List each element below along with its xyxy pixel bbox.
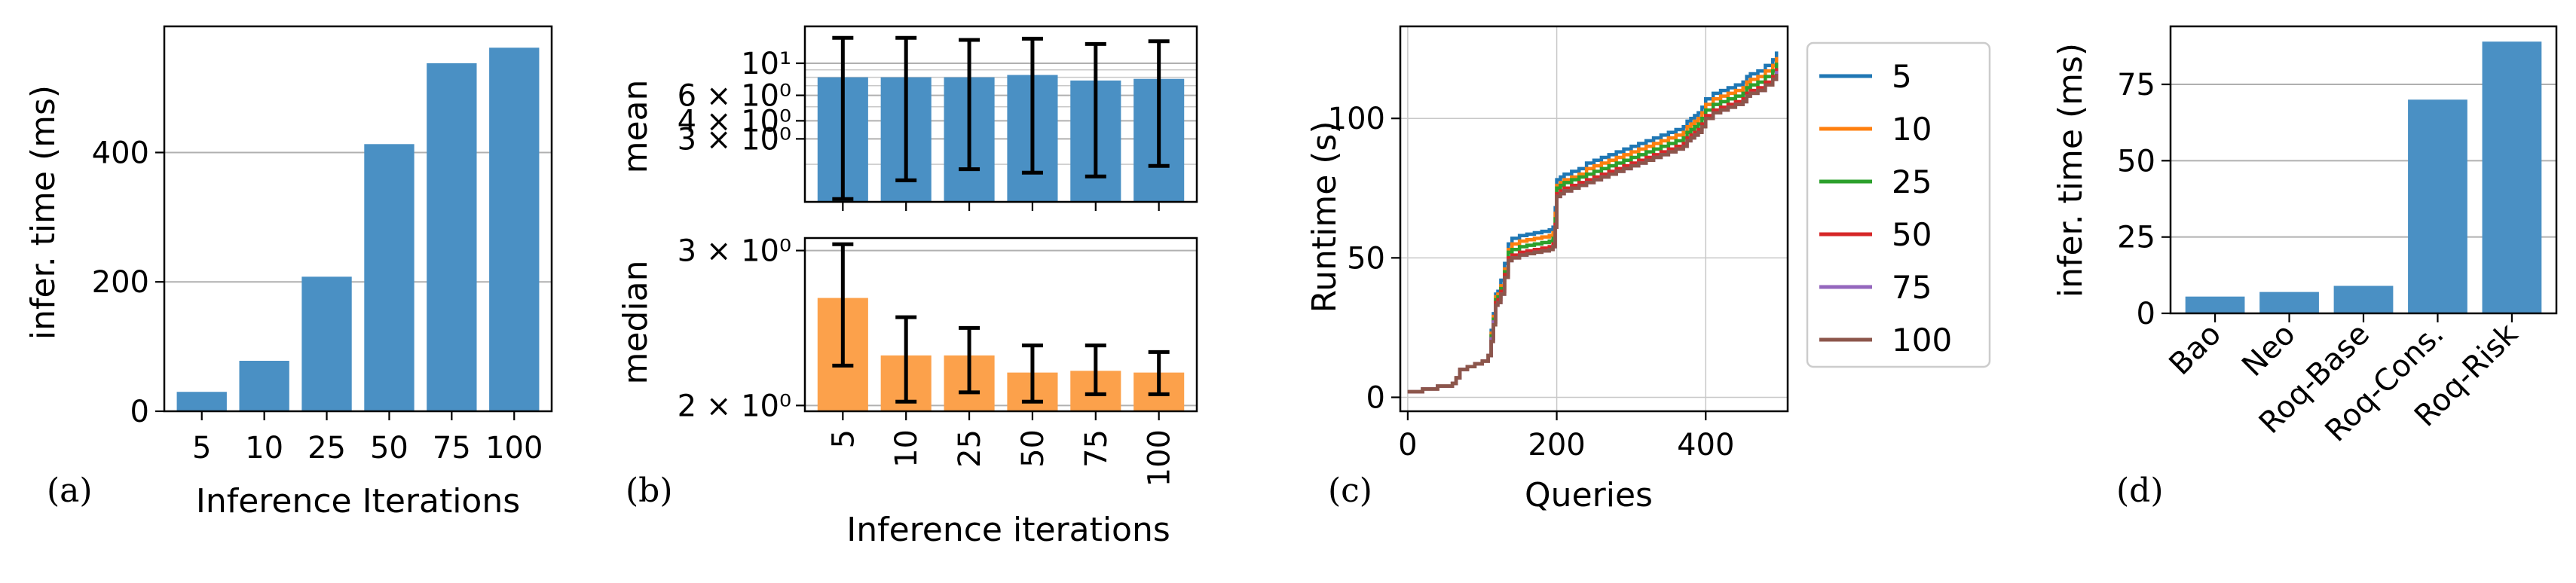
a-bar-5 xyxy=(176,392,227,411)
d-y-tick-label: 75 xyxy=(2117,68,2155,102)
c-x-tick-label: 200 xyxy=(1528,428,1585,462)
c-legend-label-5: 5 xyxy=(1892,58,1912,95)
c-x-tick-label: 400 xyxy=(1677,428,1734,462)
a-y-tick-label: 400 xyxy=(92,136,149,170)
a-panel-label: (a) xyxy=(47,472,93,510)
c-legend-label-100: 100 xyxy=(1892,322,1952,359)
b-top-y-tick-label: 3 × 10⁰ xyxy=(678,122,791,157)
b-bottom-axes-frame xyxy=(803,237,1198,413)
c-series-line-100 xyxy=(1407,73,1779,394)
b-top-y-tick-label: 10¹ xyxy=(741,47,791,81)
b-panel-label: (b) xyxy=(626,472,673,510)
b-bottom-y-axis-label: median xyxy=(616,261,655,385)
a-ticks: 0 200 400 5 10 25 50 75 100 xyxy=(92,136,543,465)
d-y-tick-label: 25 xyxy=(2117,221,2155,255)
panel-a-bar-chart: 0 200 400 5 10 25 50 75 100 Inference Iterations… xyxy=(24,25,553,520)
c-legend: 5 10 25 50 75 100 xyxy=(1806,41,1991,368)
a-x-axis-label: Inference Iterations xyxy=(196,482,520,520)
b-x-tick-label: 5 xyxy=(826,429,861,448)
b-x-tick-label: 100 xyxy=(1143,429,1177,487)
a-axes-frame xyxy=(163,25,553,413)
c-y-tick-label: 100 xyxy=(1328,102,1385,136)
d-bar-Roq-Base xyxy=(2333,285,2394,313)
b-x-axis-label: Inference iterations xyxy=(846,511,1170,549)
c-y-axis-label: Runtime (s) xyxy=(1305,121,1344,313)
a-bar-75 xyxy=(427,63,477,411)
c-panel-label: (c) xyxy=(1328,472,1372,510)
c-series-line-10 xyxy=(1407,56,1779,394)
c-series-line-5 xyxy=(1407,51,1779,394)
d-bar-Bao xyxy=(2185,296,2245,313)
d-panel-label: (d) xyxy=(2116,472,2164,510)
a-bars xyxy=(176,47,540,411)
b-top-y-axis-label: mean xyxy=(616,80,655,174)
a-y-tick-label: 200 xyxy=(92,265,149,300)
b-median-subplot: 2 × 10⁰ 3 × 10⁰ 5 10 25 50 75 100 xyxy=(678,234,1198,487)
c-legend-label-10: 10 xyxy=(1892,111,1932,148)
b-x-tick-label: 25 xyxy=(953,429,987,468)
b-top-y-tick-label: 4 × 10⁰ xyxy=(678,104,791,139)
b-top-axes-frame xyxy=(803,25,1198,203)
a-y-axis-label: infer. time (ms) xyxy=(24,85,63,340)
c-series-lines xyxy=(1407,51,1779,394)
d-y-tick-label: 0 xyxy=(2137,297,2155,331)
d-bars xyxy=(2185,41,2542,313)
a-bar-100 xyxy=(489,47,540,411)
c-gridlines xyxy=(1400,26,1788,411)
c-ticks: 0 200 400 0 50 100 xyxy=(1328,102,1735,462)
c-x-tick-label: 0 xyxy=(1398,428,1417,462)
c-legend-label-50: 50 xyxy=(1892,216,1932,253)
d-bar-Neo xyxy=(2259,292,2319,313)
c-series-line-25 xyxy=(1407,63,1779,394)
c-series-line-75 xyxy=(1407,71,1779,394)
panel-c-line-chart: 0 200 400 0 50 100 5 10 25 50 75 100 Queries Runti… xyxy=(1305,25,1991,514)
a-bar-25 xyxy=(301,276,352,411)
c-x-axis-label: Queries xyxy=(1525,476,1653,514)
b-bottom-y-tick-label: 2 × 10⁰ xyxy=(678,389,791,423)
a-x-tick-label: 25 xyxy=(307,431,346,465)
a-x-tick-label: 5 xyxy=(192,431,211,465)
c-y-tick-label: 50 xyxy=(1347,241,1385,276)
a-x-tick-label: 10 xyxy=(245,431,283,465)
a-bar-10 xyxy=(239,361,289,411)
a-x-tick-label: 100 xyxy=(485,431,543,465)
d-x-tick-label: Neo xyxy=(2235,317,2302,383)
d-y-axis-label: infer. time (ms) xyxy=(2051,43,2090,298)
a-bar-50 xyxy=(364,144,415,411)
a-y-tick-label: 0 xyxy=(130,395,149,429)
a-gridlines xyxy=(164,151,552,283)
a-x-tick-label: 75 xyxy=(433,431,471,465)
d-bar-Roq-Risk xyxy=(2482,41,2542,313)
b-bottom-y-tick-label: 3 × 10⁰ xyxy=(678,234,791,269)
d-bar-Roq-Cons. xyxy=(2408,99,2467,313)
b-top-y-tick-label: 6 × 10⁰ xyxy=(678,79,791,114)
c-legend-label-25: 25 xyxy=(1892,163,1932,200)
c-legend-label-75: 75 xyxy=(1892,269,1932,306)
d-x-tick-label: Bao xyxy=(2163,317,2229,383)
c-series-line-50 xyxy=(1407,68,1779,394)
d-y-tick-label: 50 xyxy=(2117,144,2155,179)
b-x-tick-label: 75 xyxy=(1079,429,1114,468)
a-x-tick-label: 50 xyxy=(370,431,408,465)
b-x-tick-label: 50 xyxy=(1016,429,1051,468)
c-axes-frame xyxy=(1399,25,1789,413)
b-x-tick-label: 10 xyxy=(889,429,924,468)
c-axes xyxy=(1399,25,1789,413)
a-axes xyxy=(163,25,553,413)
c-y-tick-label: 0 xyxy=(1366,380,1385,415)
